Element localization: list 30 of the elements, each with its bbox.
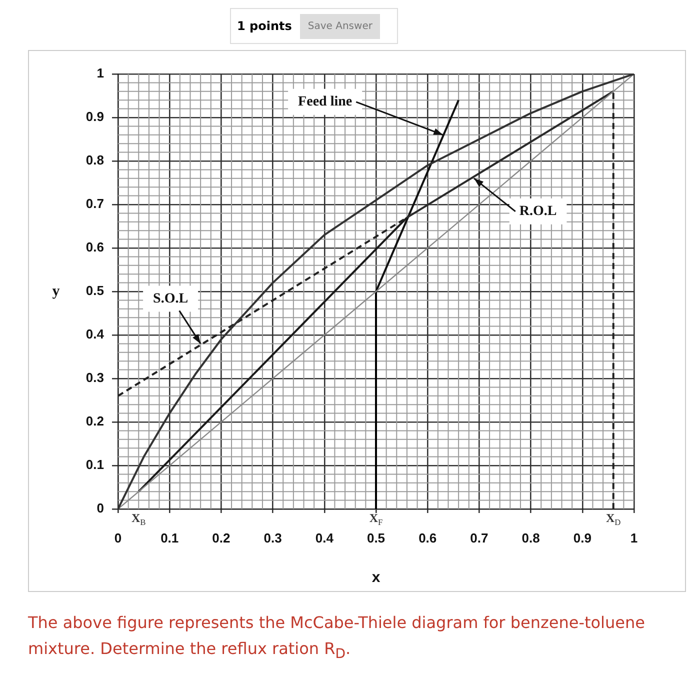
y-tick-label: 0.9: [86, 109, 104, 124]
y-tick-label: 0.7: [86, 196, 104, 212]
y-axis-title: y: [52, 283, 60, 300]
y-tick-label: 0.6: [86, 240, 104, 255]
y-tick-label: 0.3: [86, 370, 104, 386]
y-tick-label: 0.2: [86, 414, 104, 429]
text: Save Answer: [300, 14, 380, 38]
x-tick-label: 0.1: [160, 530, 179, 546]
text: The above figure represents the McCabe-Thiele diagram for benzene-toluene mixture. Determine the reflux ration R$_{D}$.: [28, 612, 646, 664]
y-tick-label: 0.8: [86, 152, 104, 168]
x-tick-label: 0.4: [315, 530, 334, 546]
y-tick-label: 0.5: [86, 283, 104, 298]
x-tick-label: 0: [114, 530, 122, 546]
annotation: R.O.L: [519, 204, 557, 220]
x-tick-label: 0.7: [470, 530, 488, 546]
annotation: Feed line: [298, 94, 352, 110]
annotation: S.O.L: [153, 291, 188, 306]
x-tick-label: 1: [630, 530, 638, 546]
text: 1 points: [237, 19, 292, 33]
x-tick-label: 0.8: [522, 530, 540, 546]
x-tick-label: 0.5: [366, 530, 386, 546]
y-tick-label: 0.4: [86, 326, 105, 342]
y-tick-label: 0: [96, 500, 104, 516]
x-tick-label: 0.6: [418, 530, 437, 546]
y-tick-label: 0.1: [86, 457, 104, 472]
x-tick-label: 0.2: [212, 530, 230, 546]
y-tick-label: 1: [96, 66, 104, 81]
x-tick-label: 0.9: [573, 530, 592, 546]
x-axis-title: x: [372, 569, 381, 586]
x-tick-label: 0.3: [264, 530, 282, 546]
